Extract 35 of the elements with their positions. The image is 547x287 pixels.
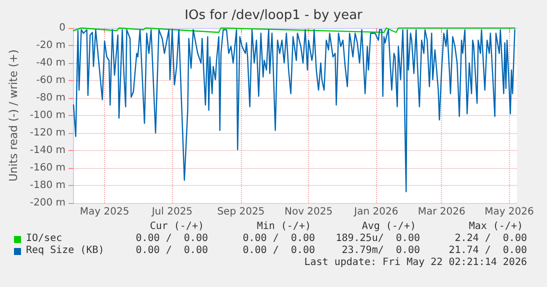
x-tick-label: Jan 2026: [353, 206, 398, 218]
y-tick-label: -140 m: [30, 145, 66, 156]
y-tick-label: -20 m: [36, 40, 66, 51]
text: 0.00 / 0.00: [136, 233, 208, 245]
text: Cur (-/+): [150, 221, 204, 233]
y-axis-title: Units read (-) / write (+): [7, 49, 20, 182]
y-tick-label: 0: [59, 22, 66, 34]
text: 0.00 / 0.00: [242, 233, 315, 245]
y-tick-label: -180 m: [30, 180, 66, 191]
x-tick-label: Mar 2026: [418, 206, 466, 218]
y-tick-label: -160 m: [30, 162, 66, 174]
text: 189.25u/ 0.00: [336, 233, 420, 245]
text: Avg (-/+): [362, 221, 416, 233]
y-tick-label: -100 m: [30, 110, 66, 121]
text: 0.00 / 0.00: [242, 245, 315, 257]
legend-label: IO/sec: [26, 233, 62, 245]
y-tick-label: -120 m: [30, 128, 66, 138]
x-tick-label: Nov 2025: [284, 206, 333, 218]
x-tick-label: May 2025: [80, 206, 130, 218]
y-tick-label: -200 m: [30, 198, 66, 208]
x-tick-label: Sep 2025: [217, 206, 265, 218]
text: 21.74 / 0.00: [448, 245, 527, 257]
x-tick-label: Jul 2025: [150, 206, 193, 218]
x-tick-label: May 2026: [484, 206, 534, 218]
y-tick-label: -60 m: [36, 75, 66, 86]
text: Max (-/+): [468, 221, 523, 233]
text: Min (-/+): [256, 221, 311, 233]
text: 0.00 / 0.00: [136, 245, 208, 257]
legend-label: Req Size (KB): [26, 245, 104, 257]
text: 2.24 / 0.00: [454, 233, 527, 245]
chart-title: IOs for /dev/loop1 - by year: [184, 8, 364, 23]
y-tick-label: -40 m: [36, 58, 66, 68]
y-tick-label: -80 m: [36, 92, 66, 104]
text: Last update: Fri May 22 02:21:14 2026: [304, 257, 527, 269]
text: 23.79m/ 0.00: [342, 245, 420, 257]
